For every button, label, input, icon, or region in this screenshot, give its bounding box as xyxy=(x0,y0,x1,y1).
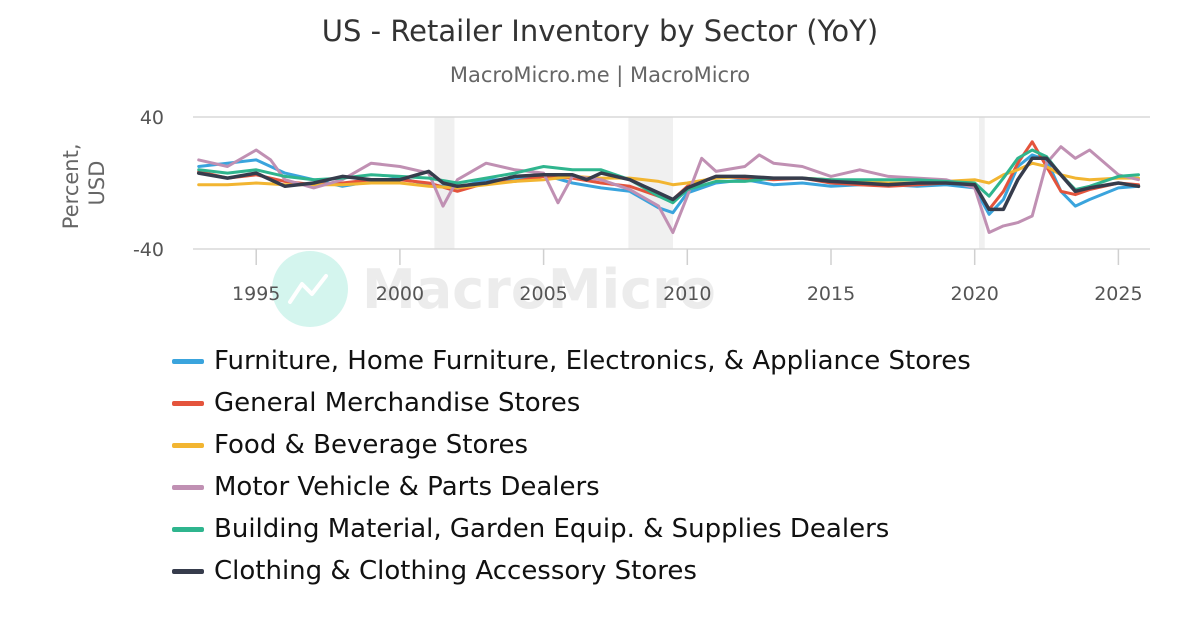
x-tick-label: 2000 xyxy=(376,283,424,305)
legend-label: Building Material, Garden Equip. & Suppl… xyxy=(214,514,890,544)
y-tick-label: -40 xyxy=(133,239,164,261)
legend-item[interactable]: Furniture, Home Furniture, Electronics, … xyxy=(172,340,971,382)
series-line-3 xyxy=(197,145,1140,234)
y-axis-label: Percent, USD xyxy=(59,137,109,229)
legend-swatch xyxy=(172,484,204,490)
legend-item[interactable]: Motor Vehicle & Parts Dealers xyxy=(172,466,971,508)
series-line-5 xyxy=(196,156,1141,212)
legend-label: Motor Vehicle & Parts Dealers xyxy=(214,472,600,502)
line-chart: MacroMicro 40 -40 1995 2000 2005 2010 2015 2020… xyxy=(59,107,1150,327)
legend-swatch xyxy=(172,526,204,532)
x-tick-label: 2005 xyxy=(519,283,567,305)
legend-label: General Merchandise Stores xyxy=(214,388,581,418)
watermark-trend-icon xyxy=(288,274,328,304)
watermark-text: MacroMicro xyxy=(362,258,716,321)
legend-item[interactable]: General Merchandise Stores xyxy=(172,382,971,424)
legend-item[interactable]: Building Material, Garden Equip. & Suppl… xyxy=(172,508,971,550)
x-tick-label: 2020 xyxy=(951,283,999,305)
legend-swatch xyxy=(172,400,204,406)
legend-label: Clothing & Clothing Accessory Stores xyxy=(214,556,697,586)
legend-swatch xyxy=(172,358,204,364)
legend-item[interactable]: Clothing & Clothing Accessory Stores xyxy=(172,550,971,592)
chart-title: US - Retailer Inventory by Sector (YoY) xyxy=(321,14,879,48)
gridlines xyxy=(193,116,1150,250)
series-lines xyxy=(196,140,1141,234)
legend-label: Food & Beverage Stores xyxy=(214,430,529,460)
chart-legend: Furniture, Home Furniture, Electronics, … xyxy=(172,340,971,592)
legend-label: Furniture, Home Furniture, Electronics, … xyxy=(214,346,971,376)
watermark-logo-icon xyxy=(272,251,348,327)
axes: 40 -40 1995 2000 2005 2010 2015 2020 2025 xyxy=(133,107,1143,305)
legend-swatch xyxy=(172,568,204,574)
legend-swatch xyxy=(172,442,204,448)
chart-subtitle: MacroMicro.me | MacroMicro xyxy=(449,63,751,87)
x-tick-label: 2010 xyxy=(663,283,711,305)
recession-band-2 xyxy=(979,117,985,249)
watermark: MacroMicro xyxy=(272,251,716,327)
x-tick-label: 2025 xyxy=(1094,283,1142,305)
x-tick-label: 1995 xyxy=(232,283,280,305)
legend-item[interactable]: Food & Beverage Stores xyxy=(172,424,971,466)
x-tick-label: 2015 xyxy=(807,283,855,305)
y-tick-label: 40 xyxy=(140,107,164,129)
series-line-4 xyxy=(197,148,1140,205)
